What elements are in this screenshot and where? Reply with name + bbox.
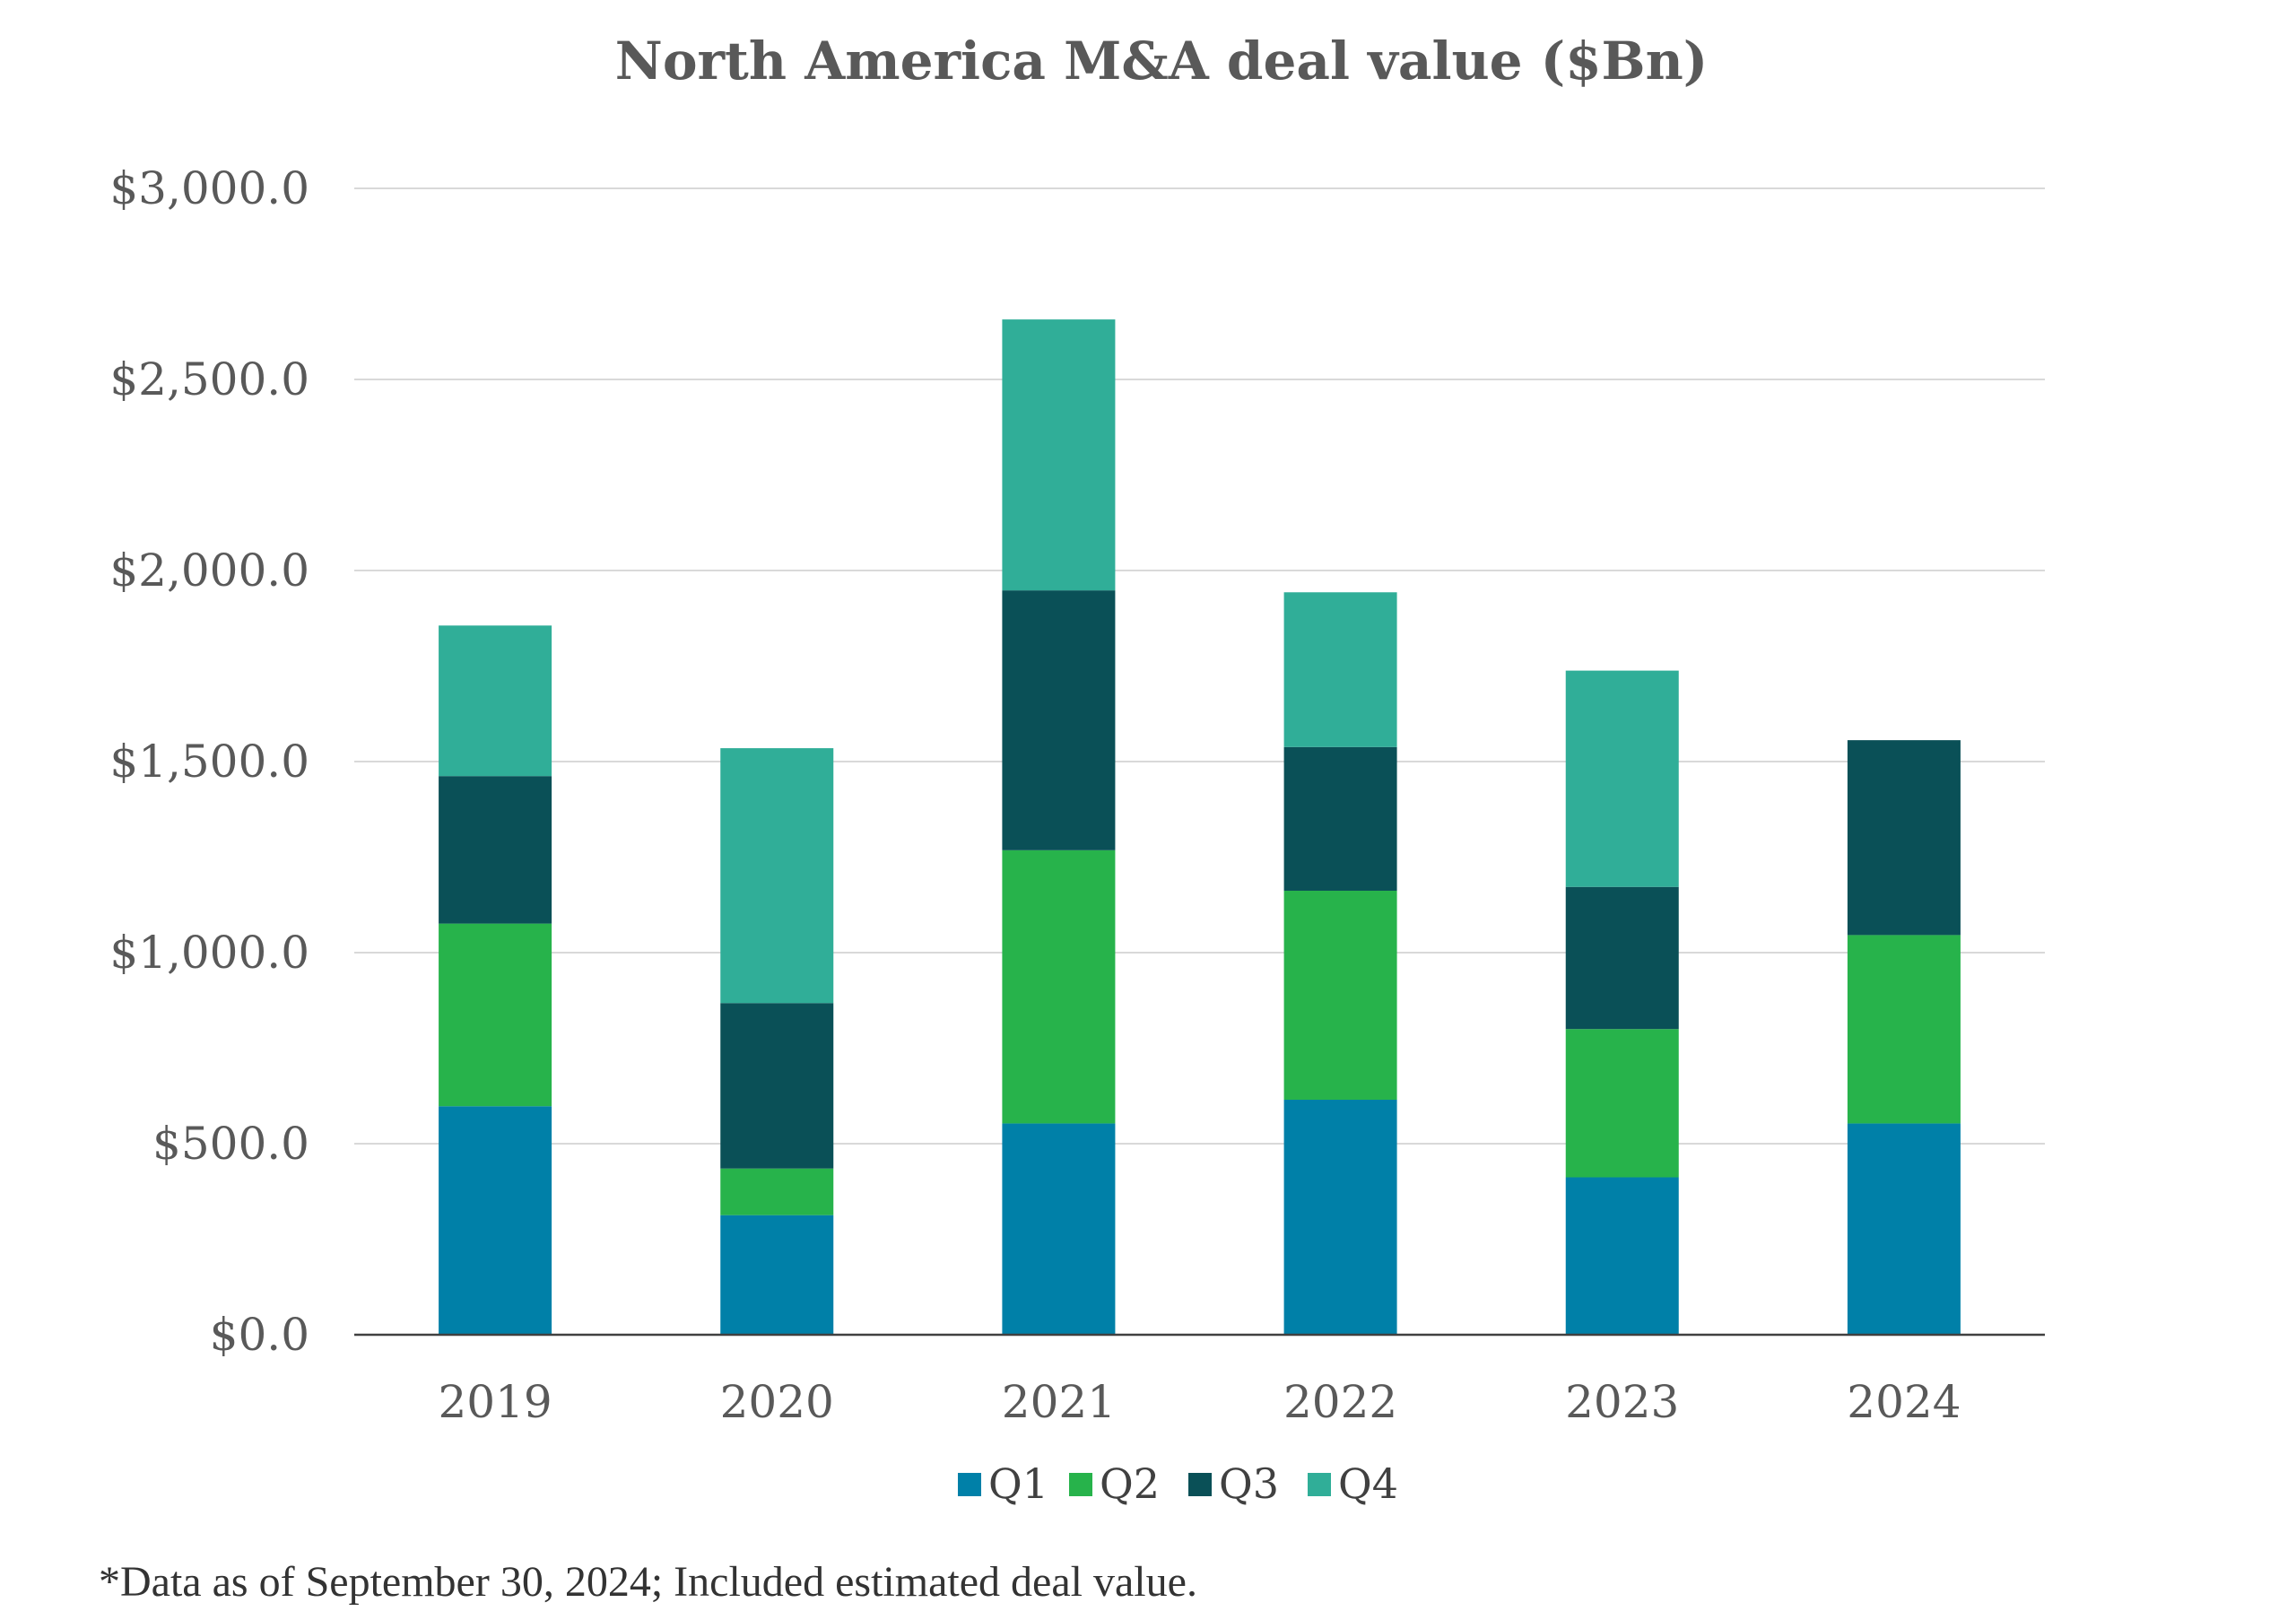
bar-2021-q4 xyxy=(1002,319,1116,591)
bar-2022-q2 xyxy=(1283,890,1397,1101)
bar-2024-q1 xyxy=(1847,1123,1961,1335)
bar-2020-q4 xyxy=(720,748,834,1004)
bar-2020-q1 xyxy=(720,1215,834,1335)
y-tick-label: $0.0 xyxy=(210,1309,309,1361)
bar-2019-q4 xyxy=(439,625,552,777)
x-tick-label: 2021 xyxy=(1002,1376,1116,1428)
y-tick-label: $3,000.0 xyxy=(109,162,309,214)
bar-2024-q3 xyxy=(1847,740,1961,936)
x-tick-label: 2022 xyxy=(1283,1376,1397,1428)
legend-label-q2: Q2 xyxy=(1100,1459,1160,1508)
bar-2021-q2 xyxy=(1002,849,1116,1124)
x-axis-tick-labels: 2019 2020 2021 2022 2023 2024 xyxy=(438,1376,1961,1428)
footnote: *Data as of September 30, 2024; Included… xyxy=(99,1558,1197,1606)
gridlines xyxy=(354,187,2045,1145)
bar-2020-q2 xyxy=(720,1168,834,1215)
legend-swatch-q2 xyxy=(1069,1473,1092,1496)
bar-2022-q4 xyxy=(1283,592,1397,747)
y-tick-label: $1,500.0 xyxy=(109,736,309,788)
y-axis-tick-labels: $0.0 $500.0 $1,000.0 $1,500.0 $2,000.0 $2,500… xyxy=(109,162,309,1361)
y-tick-label: $2,000.0 xyxy=(109,544,309,597)
x-tick-label: 2023 xyxy=(1565,1376,1679,1428)
bar-2023-q2 xyxy=(1565,1029,1679,1178)
legend-swatch-q3 xyxy=(1188,1473,1212,1496)
x-tick-label: 2024 xyxy=(1847,1376,1961,1428)
bar-2024-q2 xyxy=(1847,935,1961,1124)
legend-swatch-q1 xyxy=(958,1473,981,1496)
bar-2022-q3 xyxy=(1283,746,1397,891)
x-tick-label: 2019 xyxy=(438,1376,552,1428)
y-tick-label: $1,000.0 xyxy=(109,927,309,979)
bar-2022-q1 xyxy=(1283,1100,1397,1335)
bar-2023-q3 xyxy=(1565,886,1679,1030)
y-tick-label: $2,500.0 xyxy=(109,353,309,405)
bar-2021-q1 xyxy=(1002,1123,1116,1335)
legend-swatch-q4 xyxy=(1308,1473,1331,1496)
bar-2023-q1 xyxy=(1565,1177,1679,1335)
legend-label-q3: Q3 xyxy=(1219,1459,1279,1508)
bar-2021-q3 xyxy=(1002,590,1116,850)
bar-2019-q1 xyxy=(439,1106,552,1335)
y-tick-label: $500.0 xyxy=(152,1118,309,1170)
legend-label-q4: Q4 xyxy=(1338,1459,1398,1508)
chart-title: North America M&A deal value ($Bn) xyxy=(615,30,1708,91)
x-tick-label: 2020 xyxy=(720,1376,834,1428)
bar-2020-q3 xyxy=(720,1003,834,1169)
bar-2023-q4 xyxy=(1565,670,1679,887)
bar-2019-q2 xyxy=(439,923,552,1107)
legend: Q1 Q2 Q3 Q4 xyxy=(958,1459,1398,1508)
legend-label-q1: Q1 xyxy=(988,1459,1048,1508)
bar-2019-q3 xyxy=(439,776,552,924)
bars xyxy=(439,319,1961,1335)
